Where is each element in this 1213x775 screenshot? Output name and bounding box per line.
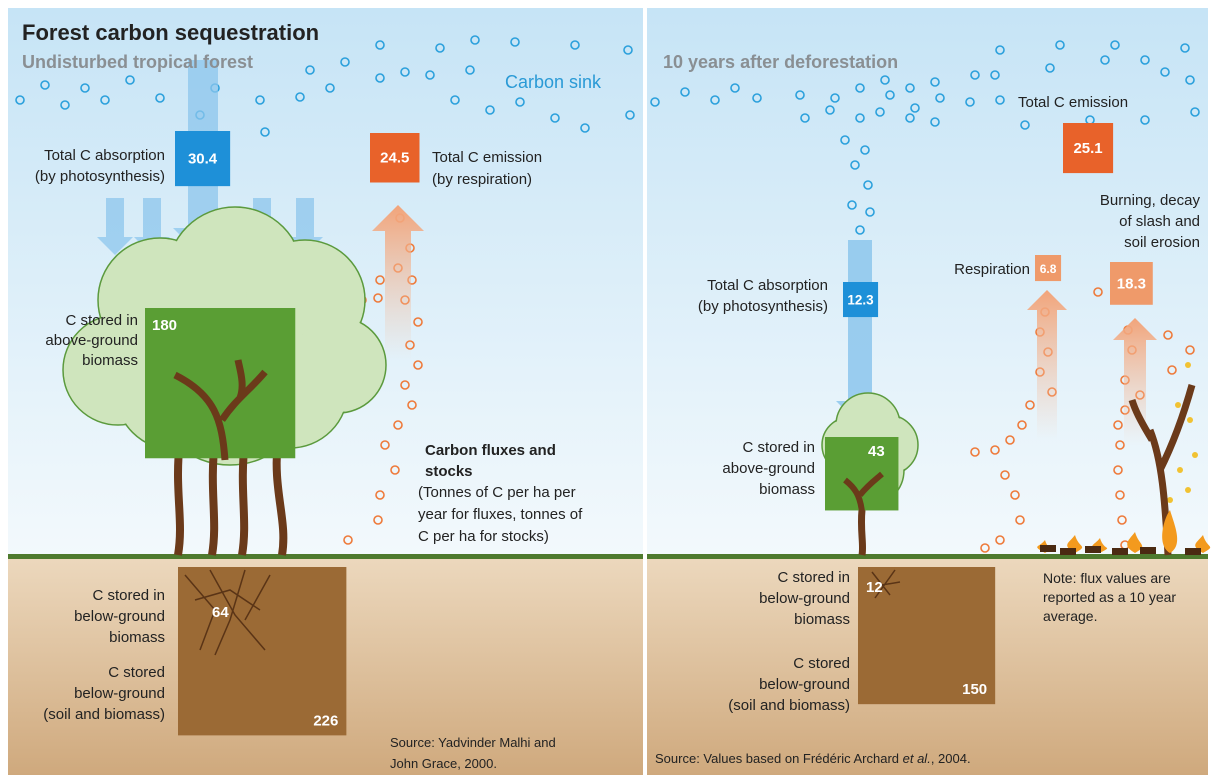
divider	[643, 8, 647, 775]
infographic: Forest carbon sequestration Undisturbed t…	[0, 0, 1213, 775]
seed	[1177, 467, 1183, 473]
log	[1040, 545, 1056, 552]
flux-label: Total C absorption	[44, 147, 165, 164]
flux-value: 6.8	[1040, 262, 1057, 276]
flux-label: soil erosion	[1124, 234, 1200, 251]
stock-label: above-ground	[45, 332, 138, 349]
source: Source: Values based on Frédéric Archard…	[655, 751, 971, 766]
flux-label: Total C emission	[1018, 94, 1128, 111]
stock-label: C stored in	[777, 569, 850, 586]
stock-label: C stored in	[65, 312, 138, 329]
legend-title: stocks	[425, 463, 473, 480]
log	[1185, 548, 1201, 555]
seed	[1185, 362, 1191, 368]
flux-label: Total C absorption	[707, 277, 828, 294]
source: John Grace, 2000.	[390, 756, 497, 771]
source-part: et al.	[903, 751, 931, 766]
flux-value: 25.1	[1073, 140, 1102, 157]
stock-label: below-ground	[759, 676, 850, 693]
stock-label: below-ground	[74, 685, 165, 702]
seed	[1187, 417, 1193, 423]
source: Source: Yadvinder Malhi and	[390, 735, 556, 750]
stock-value: 43	[868, 443, 885, 460]
seed	[1185, 487, 1191, 493]
stock-label: biomass	[109, 629, 165, 646]
flux-value: 24.5	[380, 150, 409, 167]
stock-value: 150	[962, 681, 987, 698]
seed	[1175, 402, 1181, 408]
flux-label: Burning, decay	[1100, 192, 1201, 209]
flux-label: of slash and	[1119, 213, 1200, 230]
flux-label: (by respiration)	[432, 171, 532, 188]
log	[1060, 548, 1076, 555]
stock-label: C stored in	[92, 587, 165, 604]
stock-value: 12	[866, 579, 883, 596]
stock-label: (soil and biomass)	[43, 706, 165, 723]
stock-label: biomass	[794, 611, 850, 628]
stock-label: biomass	[759, 481, 815, 498]
flux-label: (by photosynthesis)	[35, 168, 165, 185]
stock-label: C stored	[108, 664, 165, 681]
stock-label: C stored in	[742, 439, 815, 456]
flux-value: 12.3	[847, 293, 873, 308]
stock-label: C stored	[793, 655, 850, 672]
stock-value: 180	[152, 317, 177, 334]
subtitle: Undisturbed tropical forest	[22, 52, 253, 72]
stock-label: below-ground	[74, 608, 165, 625]
stock-label: (soil and biomass)	[728, 697, 850, 714]
flux-value: 18.3	[1117, 275, 1146, 292]
stock-label: biomass	[82, 352, 138, 369]
legend-text: C per ha for stocks)	[418, 528, 549, 545]
note: Note: flux values are	[1043, 570, 1171, 586]
ground-line	[8, 554, 1208, 559]
legend-text: (Tonnes of C per ha per	[418, 484, 576, 501]
trunk	[861, 510, 862, 555]
sink-label: Carbon sink	[505, 72, 602, 92]
flux-label: Total C emission	[432, 149, 542, 166]
stock-box	[178, 567, 346, 735]
subtitle: 10 years after deforestation	[663, 52, 898, 72]
title: Forest carbon sequestration	[22, 20, 319, 45]
flux-value: 30.4	[188, 151, 218, 168]
log	[1112, 548, 1128, 555]
source-part: Source: Values based on Frédéric Archard	[655, 751, 903, 766]
note: reported as a 10 year	[1043, 589, 1176, 605]
stock-value: 226	[313, 712, 338, 729]
log	[1085, 546, 1101, 553]
log	[1140, 547, 1156, 554]
stock-label: above-ground	[722, 460, 815, 477]
legend-title: Carbon fluxes and	[425, 442, 556, 459]
source-part: , 2004.	[931, 751, 971, 766]
note: average.	[1043, 608, 1097, 624]
seed	[1167, 497, 1173, 503]
flux-label: Respiration	[954, 261, 1030, 278]
flux-label: (by photosynthesis)	[698, 298, 828, 315]
seed	[1192, 452, 1198, 458]
stock-label: below-ground	[759, 590, 850, 607]
legend-text: year for fluxes, tonnes of	[418, 506, 583, 523]
stock-value: 64	[212, 604, 229, 621]
